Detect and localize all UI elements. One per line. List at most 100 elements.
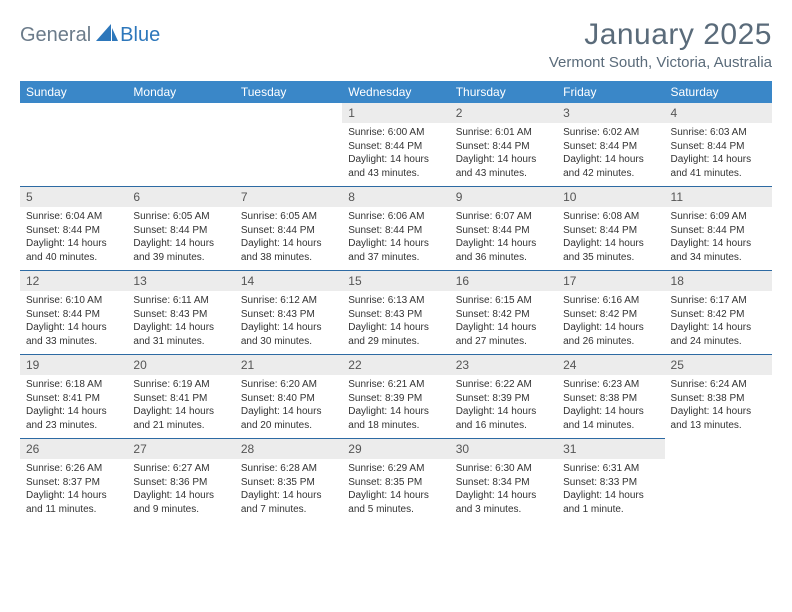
header: General Blue January 2025 Vermont South,… (20, 18, 772, 71)
sunset-line: Sunset: 8:39 PM (456, 392, 551, 406)
daylight-line-1: Daylight: 14 hours (563, 321, 658, 335)
daylight-line-1: Daylight: 14 hours (456, 489, 551, 503)
daylight-line-1: Daylight: 14 hours (241, 321, 336, 335)
sunrise-line: Sunrise: 6:11 AM (133, 294, 228, 308)
day-content-cell: Sunrise: 6:24 AMSunset: 8:38 PMDaylight:… (665, 375, 772, 439)
day-content-cell: Sunrise: 6:31 AMSunset: 8:33 PMDaylight:… (557, 459, 664, 522)
daylight-line-2: and 18 minutes. (348, 419, 443, 433)
sunset-line: Sunset: 8:41 PM (133, 392, 228, 406)
sunset-line: Sunset: 8:39 PM (348, 392, 443, 406)
day-number-cell: 8 (342, 187, 449, 208)
day-content-cell (665, 459, 772, 522)
brand-part2: Blue (120, 24, 160, 47)
sunset-line: Sunset: 8:35 PM (348, 476, 443, 490)
daylight-line-1: Daylight: 14 hours (456, 405, 551, 419)
daylight-line-2: and 20 minutes. (241, 419, 336, 433)
day-number-cell: 29 (342, 439, 449, 460)
sunset-line: Sunset: 8:35 PM (241, 476, 336, 490)
day-content-cell: Sunrise: 6:12 AMSunset: 8:43 PMDaylight:… (235, 291, 342, 355)
sunset-line: Sunset: 8:44 PM (671, 224, 766, 238)
daylight-line-1: Daylight: 14 hours (241, 237, 336, 251)
sunrise-line: Sunrise: 6:17 AM (671, 294, 766, 308)
daylight-line-2: and 5 minutes. (348, 503, 443, 517)
day-number-cell: 30 (450, 439, 557, 460)
day-content-cell: Sunrise: 6:27 AMSunset: 8:36 PMDaylight:… (127, 459, 234, 522)
daylight-line-1: Daylight: 14 hours (456, 321, 551, 335)
daylight-line-1: Daylight: 14 hours (348, 237, 443, 251)
day-number-cell (665, 439, 772, 460)
daylight-line-1: Daylight: 14 hours (348, 321, 443, 335)
sunset-line: Sunset: 8:44 PM (348, 224, 443, 238)
sunrise-line: Sunrise: 6:03 AM (671, 126, 766, 140)
daylight-line-2: and 31 minutes. (133, 335, 228, 349)
sunrise-line: Sunrise: 6:15 AM (456, 294, 551, 308)
sunrise-line: Sunrise: 6:22 AM (456, 378, 551, 392)
daylight-line-2: and 29 minutes. (348, 335, 443, 349)
sunset-line: Sunset: 8:42 PM (456, 308, 551, 322)
daylight-line-2: and 33 minutes. (26, 335, 121, 349)
day-number-cell: 24 (557, 355, 664, 376)
day-content-cell: Sunrise: 6:08 AMSunset: 8:44 PMDaylight:… (557, 207, 664, 271)
daynum-row: 262728293031 (20, 439, 772, 460)
day-content-cell: Sunrise: 6:26 AMSunset: 8:37 PMDaylight:… (20, 459, 127, 522)
sunrise-line: Sunrise: 6:10 AM (26, 294, 121, 308)
daynum-row: 19202122232425 (20, 355, 772, 376)
daylight-line-1: Daylight: 14 hours (456, 237, 551, 251)
sunrise-line: Sunrise: 6:07 AM (456, 210, 551, 224)
sunset-line: Sunset: 8:34 PM (456, 476, 551, 490)
sunset-line: Sunset: 8:38 PM (671, 392, 766, 406)
daylight-line-2: and 11 minutes. (26, 503, 121, 517)
sunrise-line: Sunrise: 6:08 AM (563, 210, 658, 224)
day-content-cell: Sunrise: 6:04 AMSunset: 8:44 PMDaylight:… (20, 207, 127, 271)
sunrise-line: Sunrise: 6:00 AM (348, 126, 443, 140)
day-number-cell: 20 (127, 355, 234, 376)
day-number-cell: 31 (557, 439, 664, 460)
sunrise-line: Sunrise: 6:13 AM (348, 294, 443, 308)
day-number-cell: 12 (20, 271, 127, 292)
dow-wed: Wednesday (342, 81, 449, 103)
daylight-line-1: Daylight: 14 hours (563, 237, 658, 251)
sunset-line: Sunset: 8:43 PM (241, 308, 336, 322)
sunset-line: Sunset: 8:33 PM (563, 476, 658, 490)
title-block: January 2025 Vermont South, Victoria, Au… (549, 18, 772, 71)
day-number-cell: 4 (665, 103, 772, 123)
day-content-cell: Sunrise: 6:06 AMSunset: 8:44 PMDaylight:… (342, 207, 449, 271)
day-number-cell: 18 (665, 271, 772, 292)
daylight-line-1: Daylight: 14 hours (26, 405, 121, 419)
daylight-line-2: and 30 minutes. (241, 335, 336, 349)
daylight-line-2: and 23 minutes. (26, 419, 121, 433)
day-content-cell: Sunrise: 6:18 AMSunset: 8:41 PMDaylight:… (20, 375, 127, 439)
day-content-cell: Sunrise: 6:09 AMSunset: 8:44 PMDaylight:… (665, 207, 772, 271)
calendar-table: Sunday Monday Tuesday Wednesday Thursday… (20, 81, 772, 522)
day-content-cell: Sunrise: 6:02 AMSunset: 8:44 PMDaylight:… (557, 123, 664, 187)
dow-sat: Saturday (665, 81, 772, 103)
daylight-line-2: and 1 minute. (563, 503, 658, 517)
sunrise-line: Sunrise: 6:18 AM (26, 378, 121, 392)
daylight-line-2: and 41 minutes. (671, 167, 766, 181)
daylight-line-1: Daylight: 14 hours (241, 405, 336, 419)
sunset-line: Sunset: 8:44 PM (133, 224, 228, 238)
daylight-line-2: and 43 minutes. (456, 167, 551, 181)
day-content-cell: Sunrise: 6:22 AMSunset: 8:39 PMDaylight:… (450, 375, 557, 439)
day-number-cell: 3 (557, 103, 664, 123)
sunrise-line: Sunrise: 6:12 AM (241, 294, 336, 308)
sunrise-line: Sunrise: 6:19 AM (133, 378, 228, 392)
day-content-cell (20, 123, 127, 187)
day-number-cell: 23 (450, 355, 557, 376)
day-content-cell: Sunrise: 6:07 AMSunset: 8:44 PMDaylight:… (450, 207, 557, 271)
calendar-page: General Blue January 2025 Vermont South,… (0, 0, 792, 612)
sunset-line: Sunset: 8:42 PM (671, 308, 766, 322)
daylight-line-1: Daylight: 14 hours (563, 489, 658, 503)
day-content-cell (235, 123, 342, 187)
sunset-line: Sunset: 8:44 PM (26, 308, 121, 322)
sunrise-line: Sunrise: 6:27 AM (133, 462, 228, 476)
sunset-line: Sunset: 8:44 PM (456, 140, 551, 154)
day-number-cell: 28 (235, 439, 342, 460)
day-content-cell: Sunrise: 6:30 AMSunset: 8:34 PMDaylight:… (450, 459, 557, 522)
day-content-cell: Sunrise: 6:03 AMSunset: 8:44 PMDaylight:… (665, 123, 772, 187)
daylight-line-1: Daylight: 14 hours (26, 237, 121, 251)
day-content-cell: Sunrise: 6:19 AMSunset: 8:41 PMDaylight:… (127, 375, 234, 439)
daylight-line-2: and 9 minutes. (133, 503, 228, 517)
daylight-line-2: and 27 minutes. (456, 335, 551, 349)
dow-tue: Tuesday (235, 81, 342, 103)
